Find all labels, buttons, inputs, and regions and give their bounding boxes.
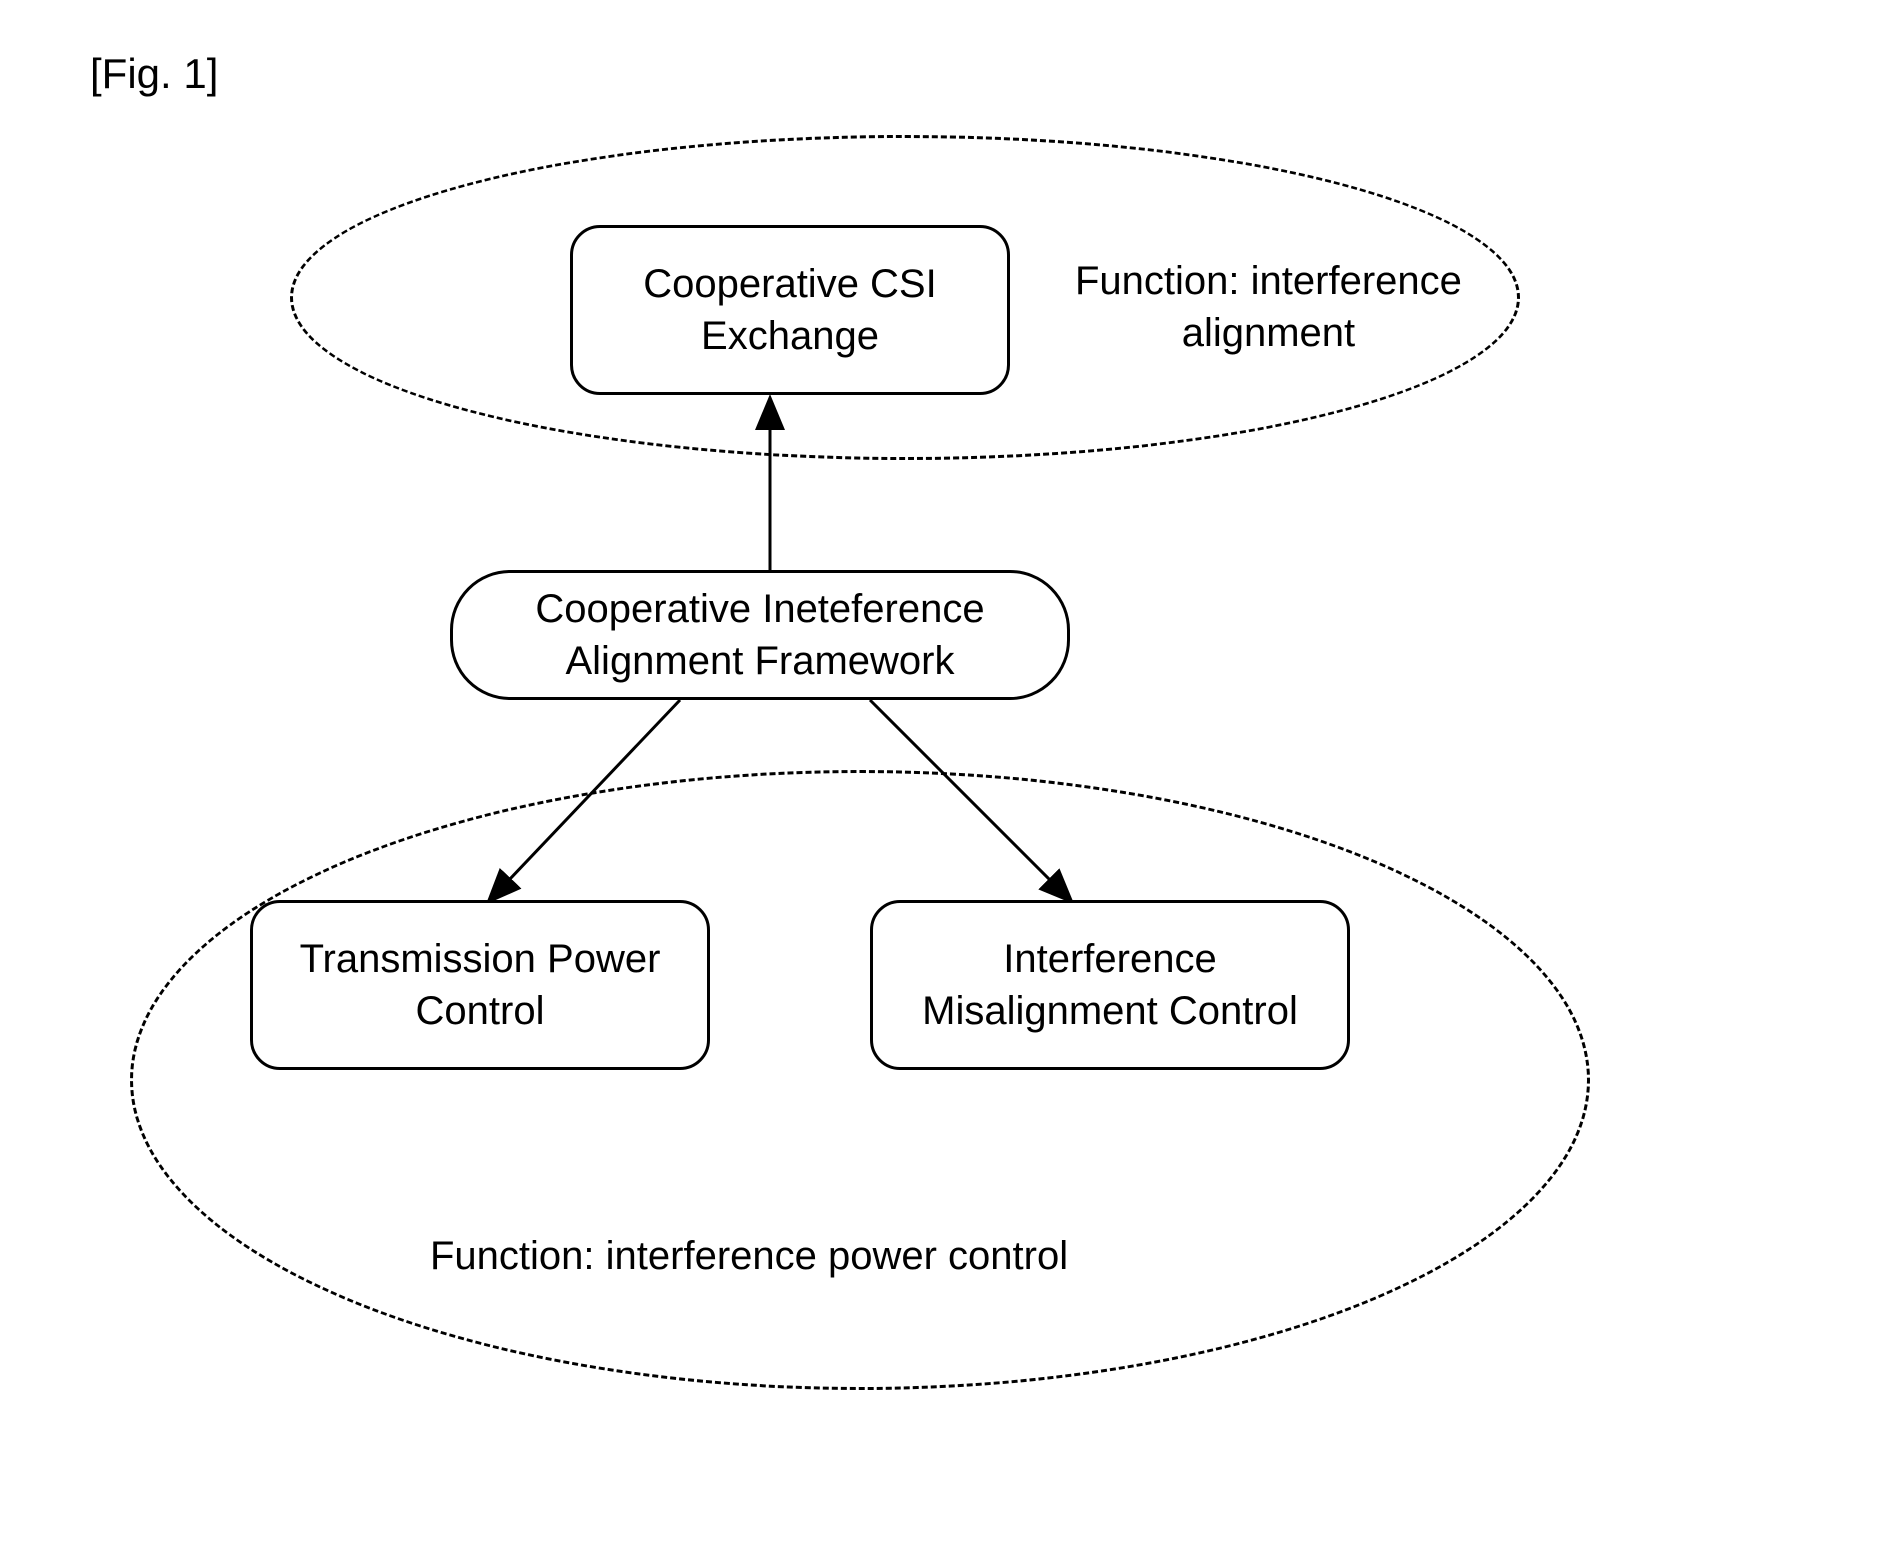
top-annotation-line1: Function: interference	[1075, 259, 1462, 303]
bottom-group-ellipse	[130, 770, 1590, 1390]
top-annotation: Function: interference alignment	[1075, 255, 1462, 359]
figure-label: [Fig. 1]	[90, 50, 218, 98]
bottom-annotation: Function: interference power control	[430, 1230, 1068, 1282]
tpc-line2: Control	[416, 989, 545, 1033]
tpc-node: Transmission Power Control	[250, 900, 710, 1070]
imc-node: Interference Misalignment Control	[870, 900, 1350, 1070]
framework-line1: Cooperative Ineteference	[535, 587, 984, 631]
bottom-annotation-text: Function: interference power control	[430, 1234, 1068, 1278]
imc-line1: Interference	[1003, 937, 1216, 981]
tpc-line1: Transmission Power	[300, 937, 661, 981]
framework-line2: Alignment Framework	[565, 639, 954, 683]
framework-node: Cooperative Ineteference Alignment Frame…	[450, 570, 1070, 700]
top-annotation-line2: alignment	[1182, 311, 1355, 355]
csi-exchange-node: Cooperative CSI Exchange	[570, 225, 1010, 395]
imc-line2: Misalignment Control	[922, 989, 1298, 1033]
figure-label-text: [Fig. 1]	[90, 50, 218, 97]
csi-line1: Cooperative CSI	[643, 262, 936, 306]
csi-line2: Exchange	[701, 314, 879, 358]
